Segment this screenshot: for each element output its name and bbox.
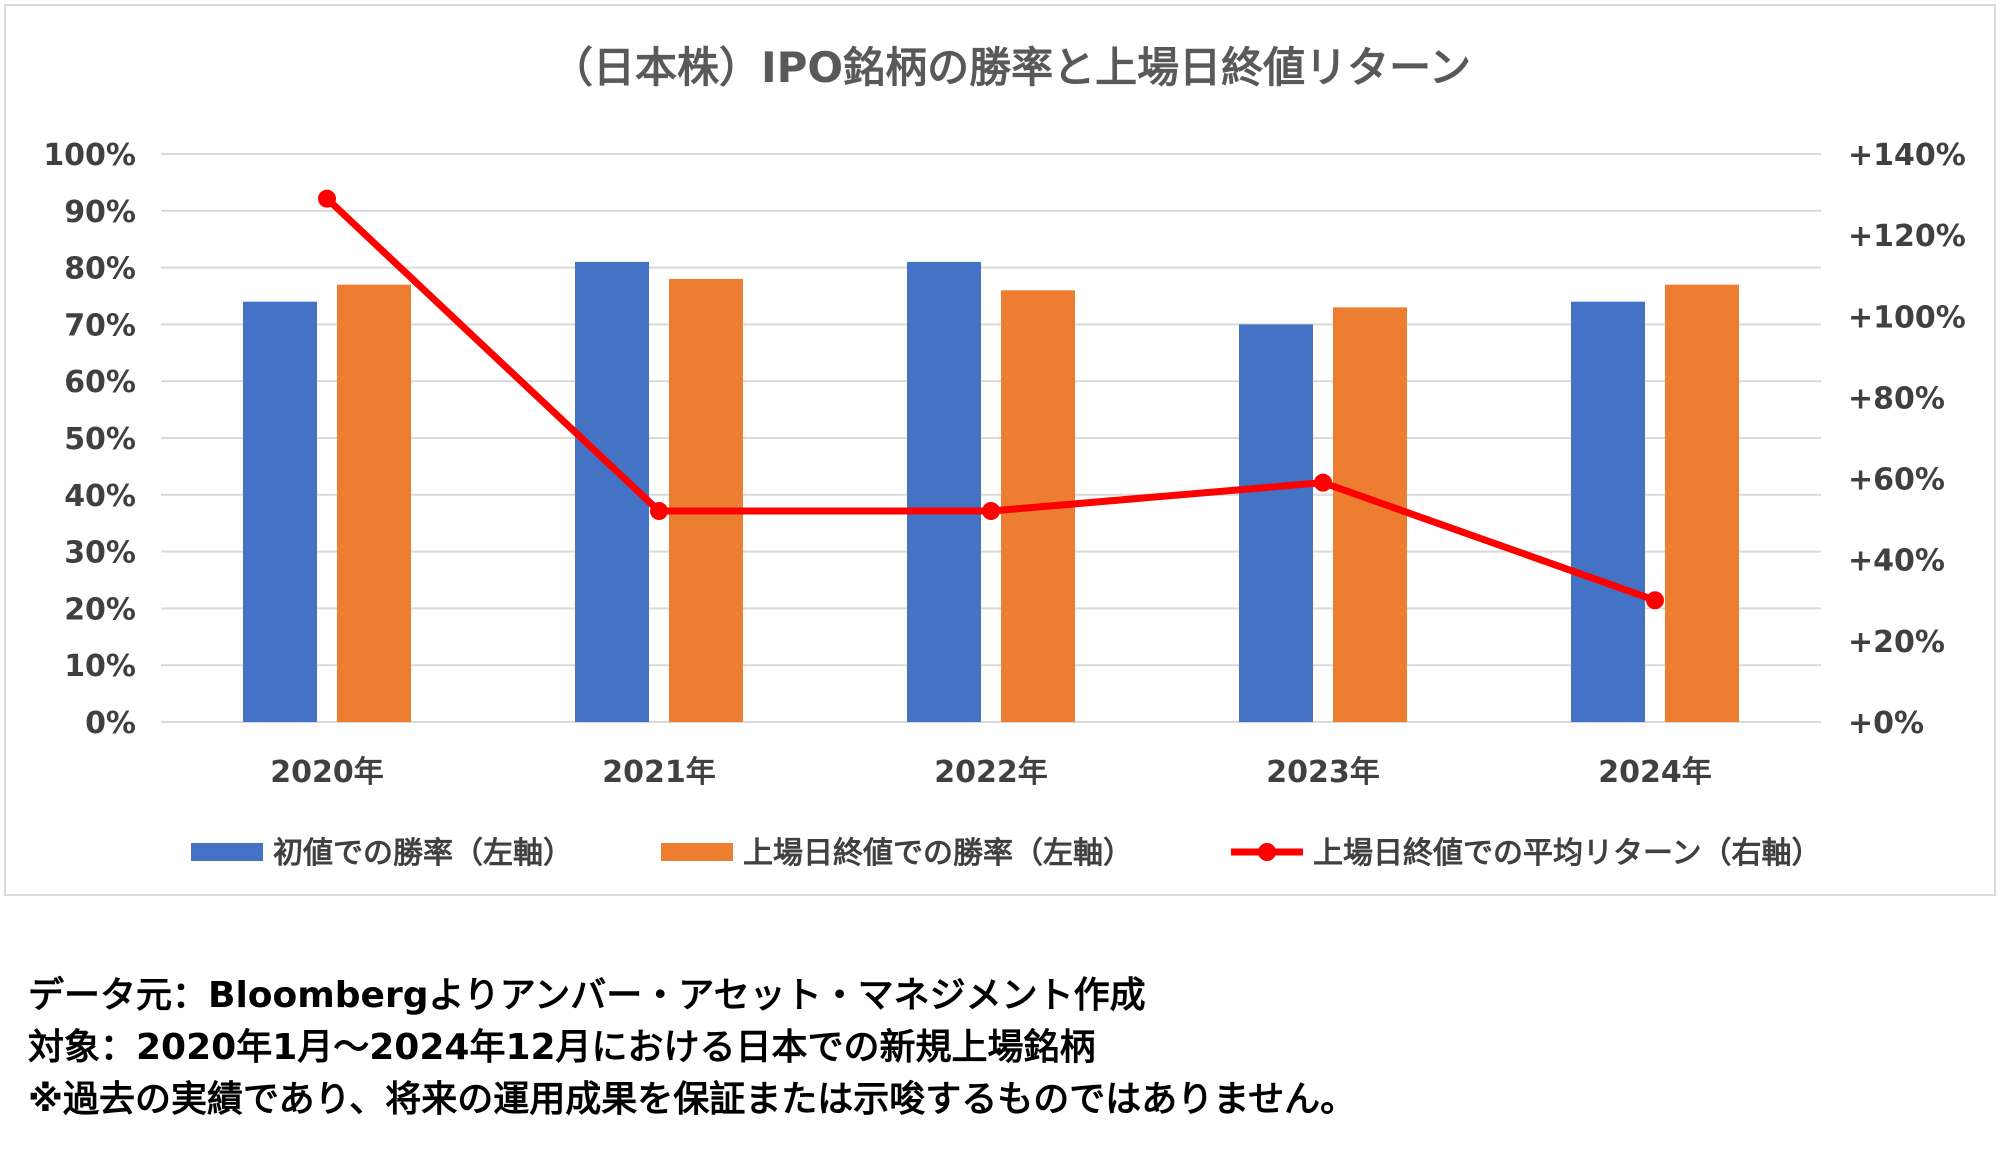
bar-close-price-win-rate bbox=[1665, 284, 1739, 722]
left-tick-label: 0% bbox=[85, 706, 136, 741]
left-axis-ticks: 0% 10% 20% 30% 40% 50% 60% 70% 80% 90% 100% bbox=[43, 138, 136, 741]
legend-label: 上場日終値での勝率（左軸） bbox=[743, 836, 1133, 871]
left-tick-label: 50% bbox=[64, 422, 136, 457]
right-tick-label: +40% bbox=[1848, 544, 1945, 579]
bar-close-price-win-rate bbox=[669, 278, 743, 722]
chart-frame: （日本株）IPO銘柄の勝率と上場日終値リターン 0% 10% 20% 30% 40% 50… bbox=[4, 4, 1996, 896]
bars bbox=[243, 261, 1739, 722]
right-tick-label: +20% bbox=[1848, 625, 1945, 660]
left-tick-label: 10% bbox=[64, 649, 136, 684]
disclaimer-note: ※過去の実績であり、将来の運用成果を保証または示唆するものではありません。 bbox=[28, 1079, 1357, 1120]
left-tick-label: 80% bbox=[64, 252, 136, 287]
chart-title: （日本株）IPO銘柄の勝率と上場日終値リターン bbox=[551, 43, 1471, 92]
return-line-path bbox=[324, 196, 1657, 604]
return-line bbox=[318, 189, 1664, 610]
source-note: データ元：Bloombergよりアンバー・アセット・マネジメント作成 bbox=[28, 975, 1146, 1016]
bar-close-price-win-rate bbox=[337, 284, 411, 722]
bar-close-price-win-rate bbox=[1333, 307, 1407, 722]
footnotes: データ元：Bloombergよりアンバー・アセット・マネジメント作成 対象：20… bbox=[28, 970, 1988, 1126]
legend: 初値での勝率（左軸） 上場日終値での勝率（左軸） 上場日終値での平均リターン（右軸） bbox=[191, 836, 1822, 871]
right-tick-label: +120% bbox=[1848, 219, 1966, 254]
return-point bbox=[982, 502, 1000, 521]
left-tick-label: 70% bbox=[64, 308, 136, 343]
left-tick-label: 40% bbox=[64, 479, 136, 514]
left-tick-label: 60% bbox=[64, 365, 136, 400]
return-point bbox=[650, 502, 668, 521]
gridlines bbox=[161, 153, 1821, 723]
category-label: 2021年 bbox=[602, 755, 716, 790]
legend-swatch bbox=[661, 843, 733, 861]
left-tick-label: 20% bbox=[64, 592, 136, 627]
left-tick-label: 100% bbox=[43, 138, 136, 173]
right-tick-label: +80% bbox=[1848, 381, 1945, 416]
category-label: 2024年 bbox=[1598, 755, 1712, 790]
right-tick-label: +140% bbox=[1848, 138, 1966, 173]
return-point bbox=[1646, 591, 1664, 610]
category-label: 2022年 bbox=[934, 755, 1048, 790]
bar-initial-price-win-rate bbox=[1239, 324, 1313, 722]
legend-label: 初値での勝率（左軸） bbox=[273, 836, 573, 871]
return-point bbox=[318, 189, 336, 208]
legend-label: 上場日終値での平均リターン（右軸） bbox=[1313, 836, 1822, 871]
target-note: 対象：2020年1月～2024年12月における日本での新規上場銘柄 bbox=[28, 1027, 1096, 1068]
category-label: 2020年 bbox=[270, 755, 384, 790]
bar-initial-price-win-rate bbox=[907, 261, 981, 722]
category-label: 2023年 bbox=[1266, 755, 1380, 790]
legend-swatch-marker bbox=[1258, 843, 1276, 861]
bar-initial-price-win-rate bbox=[1571, 301, 1645, 722]
left-tick-label: 30% bbox=[64, 536, 136, 571]
right-tick-label: +60% bbox=[1848, 463, 1945, 498]
right-tick-label: +100% bbox=[1848, 300, 1966, 335]
category-labels: 2020年 2021年 2022年 2023年 2024年 bbox=[270, 755, 1712, 790]
chart: （日本株）IPO銘柄の勝率と上場日終値リターン 0% 10% 20% 30% 40% 50… bbox=[43, 43, 1966, 871]
right-tick-label: +0% bbox=[1848, 706, 1924, 741]
return-point bbox=[1314, 473, 1332, 492]
bar-initial-price-win-rate bbox=[243, 301, 317, 722]
right-axis-ticks: +0% +20% +40% +60% +80% +100% +120% +140% bbox=[1848, 138, 1966, 741]
legend-swatch bbox=[191, 843, 263, 861]
left-tick-label: 90% bbox=[64, 195, 136, 230]
